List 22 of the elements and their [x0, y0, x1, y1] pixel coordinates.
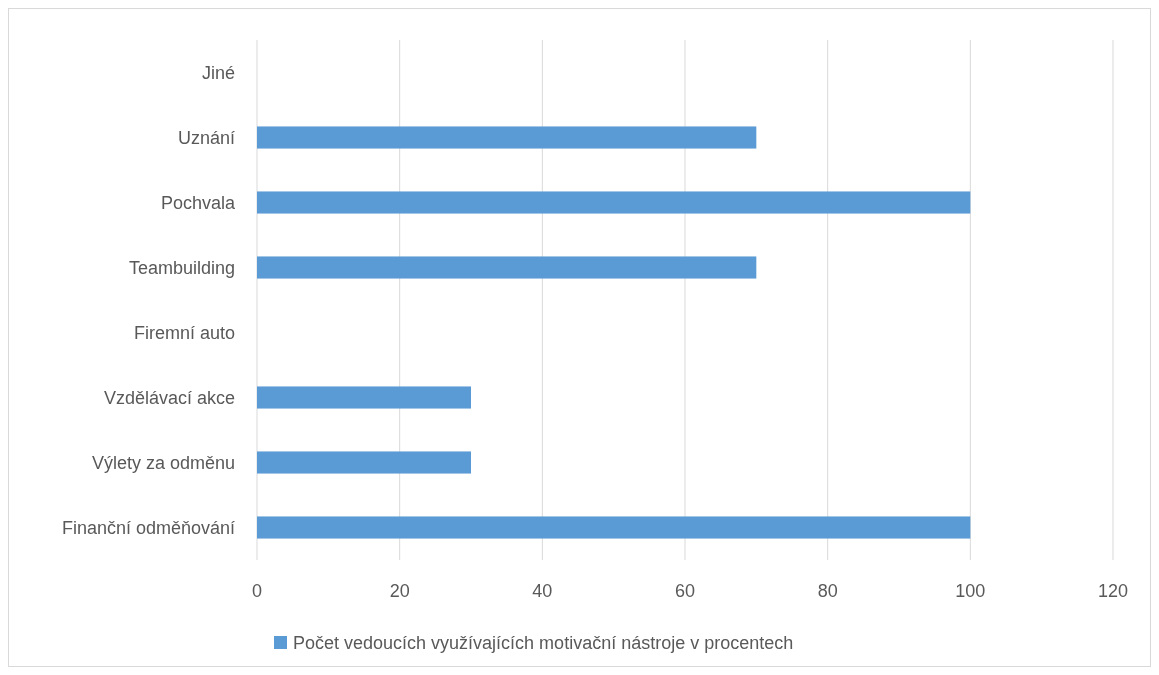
bar [257, 516, 971, 539]
x-tick-label: 120 [1097, 581, 1129, 601]
legend-label: Počet vedoucích využívajících motivační nástroje v procentech [293, 633, 794, 654]
y-tick-label: Pochvala [160, 192, 236, 213]
bar [257, 256, 757, 279]
bar [257, 126, 757, 149]
y-tick-label: Vzdělávací akce [103, 387, 235, 408]
bar [257, 191, 971, 214]
x-tick-label: 100 [955, 581, 986, 601]
x-tick-label: 0 [251, 581, 263, 601]
y-tick-label: Výlety za odměnu [91, 452, 235, 473]
bar [257, 451, 471, 474]
x-tick-label: 20 [389, 581, 410, 601]
x-tick-label: 80 [817, 581, 838, 601]
y-tick-label: Finanční odměňování [61, 517, 235, 538]
y-tick-label: Jiné [201, 62, 235, 83]
x-tick-label: 60 [674, 581, 696, 601]
x-tick-label: 40 [532, 581, 553, 601]
bar [257, 386, 471, 409]
y-tick-label: Teambuilding [128, 257, 235, 278]
y-tick-label: Uznání [177, 127, 235, 148]
y-tick-label: Firemní auto [133, 322, 235, 343]
